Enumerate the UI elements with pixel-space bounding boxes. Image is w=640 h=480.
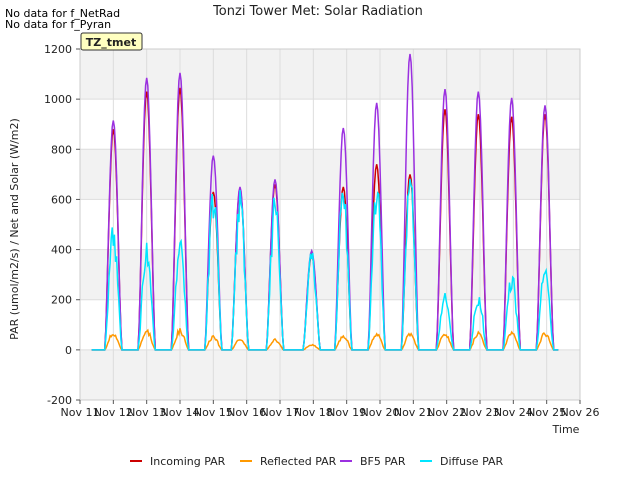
- plot-frame: [79, 48, 581, 401]
- no-data-note-pyran: No data for f_Pyran: [5, 18, 112, 31]
- x-tick-label-3: Nov 14: [161, 406, 200, 419]
- x-axis-label: Time: [552, 423, 580, 436]
- x-tick-label-0: Nov 11: [61, 406, 100, 419]
- y-tick-label-3: 400: [51, 244, 72, 257]
- x-tick-label-12: Nov 23: [461, 406, 500, 419]
- x-tick-label-13: Nov 24: [494, 406, 533, 419]
- legend: Incoming PAR Reflected PAR BF5 PAR Diffuse …: [130, 455, 504, 468]
- x-tick-label-11: Nov 22: [427, 406, 466, 419]
- legend-label-reflected-par: Reflected PAR: [260, 455, 337, 468]
- no-data-note-netrad: No data for f_NetRad: [5, 7, 121, 20]
- y-axis-label: PAR (umol/m2/s) / Net and Solar (W/m2): [8, 118, 21, 340]
- chart-title: Tonzi Tower Met: Solar Radiation: [212, 4, 423, 19]
- legend-label-diffuse-par: Diffuse PAR: [440, 455, 504, 468]
- y-tick-label-7: 1200: [44, 43, 72, 56]
- background-band-1: [80, 249, 580, 300]
- y-tick-label-2: 200: [51, 294, 72, 307]
- series-line-reflected-par: [91, 328, 559, 351]
- background-band-3: [80, 49, 580, 100]
- x-tick-label-6: Nov 17: [261, 406, 300, 419]
- y-tick-label-1: 0: [65, 344, 72, 357]
- x-tick-label-15: Nov 26: [561, 406, 600, 419]
- x-tick-label-7: Nov 18: [294, 406, 333, 419]
- legend-label-bf5-par: BF5 PAR: [360, 455, 406, 468]
- series-line-diffuse-par: [91, 178, 559, 351]
- y-tick-label-0: -200: [47, 394, 72, 407]
- legend-label-incoming-par: Incoming PAR: [150, 455, 226, 468]
- x-tick-label-9: Nov 20: [361, 406, 400, 419]
- badge-label: TZ_tmet: [86, 36, 136, 49]
- x-tick-label-2: Nov 13: [127, 406, 166, 419]
- y-tick-label-4: 600: [51, 193, 72, 206]
- x-tick-label-14: Nov 25: [527, 406, 566, 419]
- y-tick-label-5: 800: [51, 143, 72, 156]
- station-badge: TZ_tmet: [80, 32, 143, 51]
- background-band-2: [80, 149, 580, 200]
- x-tick-label-8: Nov 19: [327, 406, 366, 419]
- y-tick-label-6: 1000: [44, 93, 72, 106]
- background-band-0: [80, 349, 580, 400]
- x-tick-label-4: Nov 15: [194, 406, 233, 419]
- x-tick-label-5: Nov 16: [227, 406, 266, 419]
- series-line-incoming-par: [91, 87, 559, 351]
- x-tick-label-1: Nov 12: [94, 406, 133, 419]
- x-tick-label-10: Nov 21: [394, 406, 433, 419]
